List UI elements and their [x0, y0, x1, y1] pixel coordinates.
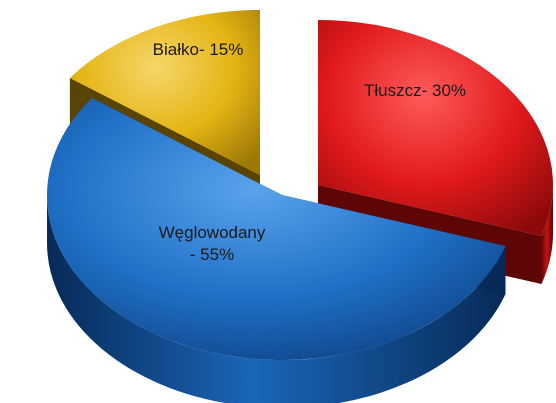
slice-label-1: Węglowodany - 55% — [159, 223, 266, 264]
pie-slice-top-2 — [69, 10, 260, 175]
slice-label-0: Tłuszcz- 30% — [364, 81, 466, 100]
slice-label-line: Węglowodany — [159, 223, 266, 242]
pie-slice-1 — [47, 98, 506, 403]
pie-slice-side-0 — [541, 185, 553, 284]
pie-slice-top-0 — [318, 20, 553, 236]
slice-label-line: - 55% — [190, 245, 234, 264]
pie-slice-side-1 — [47, 195, 506, 403]
slice-label-2: Białko- 15% — [153, 40, 244, 59]
slice-label-line: Białko- 15% — [153, 40, 244, 59]
slice-label-line: Tłuszcz- 30% — [364, 81, 466, 100]
pie-slice-top-1 — [47, 98, 506, 360]
